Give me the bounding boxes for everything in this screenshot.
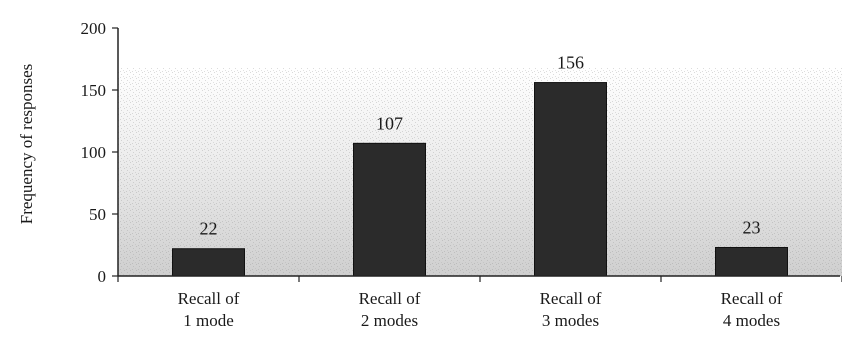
data-label-4: 23 [743,217,761,237]
y-tick-label: 100 [81,143,107,162]
y-ticks: 0 50 100 150 200 [81,19,118,286]
x-tick-label: Recall of 3 modes [540,289,602,330]
plot-background [118,68,842,276]
bars [172,82,788,277]
y-axis-title: Frequency of responses [17,64,36,225]
y-tick-label: 200 [81,19,107,38]
data-label-1: 22 [200,219,218,239]
y-tick-label: 50 [89,205,106,224]
data-labels: 22 107 156 23 [200,53,761,239]
plot-background-texture [118,68,842,276]
x-tick-labels: Recall of 1 mode Recall of 2 modes Recall of… [178,289,783,330]
x-tick-label: Recall of 4 modes [721,289,783,330]
bar-3 [534,82,607,277]
bar-1 [172,248,245,277]
y-tick-label: 150 [81,81,107,100]
x-tick-label: Recall of 2 modes [359,289,421,330]
y-tick-label: 0 [98,267,107,286]
bar-4 [715,246,788,277]
bar-2 [353,142,426,277]
data-label-3: 156 [557,53,584,73]
data-label-2: 107 [376,113,403,133]
x-tick-label: Recall of 1 mode [178,289,240,330]
